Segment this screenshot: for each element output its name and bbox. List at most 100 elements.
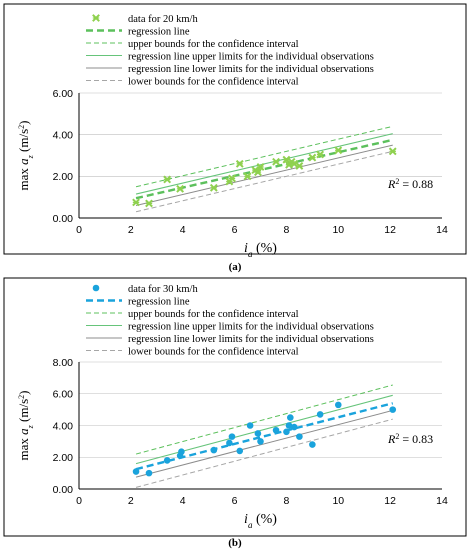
x-tick-label: 0 <box>76 495 82 507</box>
data-point <box>334 146 343 155</box>
data-point <box>256 163 265 171</box>
data-point <box>176 184 185 193</box>
x-tick-label: 6 <box>232 495 238 507</box>
data-point <box>145 199 153 208</box>
caption-b: (b) <box>228 537 242 549</box>
data-point <box>316 411 324 418</box>
data-point <box>257 438 264 445</box>
data-point <box>246 422 254 429</box>
x-tick-label: 10 <box>332 495 344 507</box>
legend-label: data for 30 km/h <box>128 284 198 295</box>
data-point <box>163 175 172 184</box>
legend-label: regression line <box>128 26 190 37</box>
plot-b: 0.00 2.00 4.00 6.00 8.00 0 2 4 6 8 10 12 14 R2 = 0.83… <box>16 357 448 530</box>
data-point <box>210 446 218 454</box>
data-point <box>296 433 303 440</box>
x-tick-label: 10 <box>332 224 344 236</box>
data-point <box>389 406 397 413</box>
x-tick-label: 4 <box>180 224 186 236</box>
confidence-lower-line <box>135 418 393 488</box>
legend-label: regression line <box>128 296 190 307</box>
observation-lower-line <box>135 144 393 206</box>
legend-label: data for 20 km/h <box>128 14 198 25</box>
legend-label: regression line upper limits for the ind… <box>128 51 374 62</box>
x-tick-label: 2 <box>128 495 134 507</box>
data-point <box>308 153 317 162</box>
x-tick-label: 4 <box>180 495 186 507</box>
data-point <box>388 147 397 156</box>
x-tick-label: 14 <box>436 495 448 507</box>
legend-label: upper bounds for the confidence interval <box>128 309 299 320</box>
y-tick-label: 0.00 <box>53 213 74 225</box>
legend-marker-b <box>92 284 100 292</box>
x-tick-label: 6 <box>232 224 238 236</box>
panel-a-frame <box>3 3 467 255</box>
legend-label: lower bounds for the confidence interval <box>128 346 299 357</box>
r-squared-label: R2 = 0.83 <box>387 432 433 447</box>
y-axis-label: max az (m/s2) <box>16 121 35 191</box>
data-point <box>236 447 244 455</box>
data-point <box>287 414 294 421</box>
data-point <box>334 401 342 409</box>
y-tick-label: 4.00 <box>53 420 74 432</box>
x-tick-label: 8 <box>284 495 290 507</box>
y-tick-label: 4.00 <box>53 129 74 141</box>
x-tick-label: 2 <box>128 224 134 236</box>
data-point <box>132 468 140 475</box>
data-point <box>272 157 280 166</box>
data-point <box>316 150 325 159</box>
x-tick-label: 12 <box>384 495 396 507</box>
data-point <box>228 174 236 183</box>
data-point <box>254 430 262 437</box>
y-axis-label: max az (m/s2) <box>16 391 35 461</box>
confidence-lower-line <box>135 150 393 213</box>
x-tick-label: 0 <box>76 224 82 236</box>
data-point <box>209 183 218 192</box>
x-tick-label: 12 <box>384 224 396 236</box>
data-point <box>178 448 185 455</box>
legend-label: regression line lower limits for the ind… <box>128 334 374 345</box>
data-point <box>309 441 316 448</box>
data-point <box>254 168 262 177</box>
data-point <box>163 457 171 464</box>
caption-a: (a) <box>229 261 242 273</box>
legend-label: regression line lower limits for the ind… <box>128 64 374 75</box>
data-point <box>226 439 233 447</box>
data-point <box>145 469 153 477</box>
y-tick-label: 8.00 <box>53 357 74 369</box>
data-point <box>295 162 304 170</box>
y-tick-label: 2.00 <box>53 452 74 464</box>
data-point <box>228 433 236 440</box>
x-tick-label: 8 <box>284 224 290 236</box>
legend-label: lower bounds for the confidence interval <box>128 76 299 87</box>
legend-label: upper bounds for the confidence interval <box>128 39 299 50</box>
data-point <box>285 422 293 429</box>
data-point <box>272 426 280 434</box>
legend-label: regression line upper limits for the ind… <box>128 321 374 332</box>
data-point <box>235 159 244 168</box>
x-axis-label: ia (%) <box>244 512 277 530</box>
data-point <box>290 423 298 431</box>
data-point <box>132 198 140 207</box>
legend-marker-a <box>92 14 100 22</box>
y-tick-label: 6.00 <box>53 389 74 401</box>
r-squared-label: R2 = 0.88 <box>387 177 433 192</box>
y-tick-label: 0.00 <box>53 484 74 496</box>
panel-b-frame <box>3 277 467 537</box>
confidence-upper-line <box>135 384 393 455</box>
plot-a: 0.00 2.00 4.00 6.00 0 2 4 6 8 10 12 14 R2 = 0.88 ia (… <box>16 88 448 259</box>
data-point <box>243 172 252 181</box>
data-point <box>283 428 290 436</box>
y-tick-label: 6.00 <box>53 88 74 100</box>
observation-upper-line <box>135 133 393 195</box>
x-axis-label: ia (%) <box>244 241 277 259</box>
confidence-upper-line <box>135 125 393 188</box>
y-tick-label: 2.00 <box>53 171 74 183</box>
observation-lower-line <box>135 409 393 478</box>
x-tick-label: 14 <box>436 224 448 236</box>
